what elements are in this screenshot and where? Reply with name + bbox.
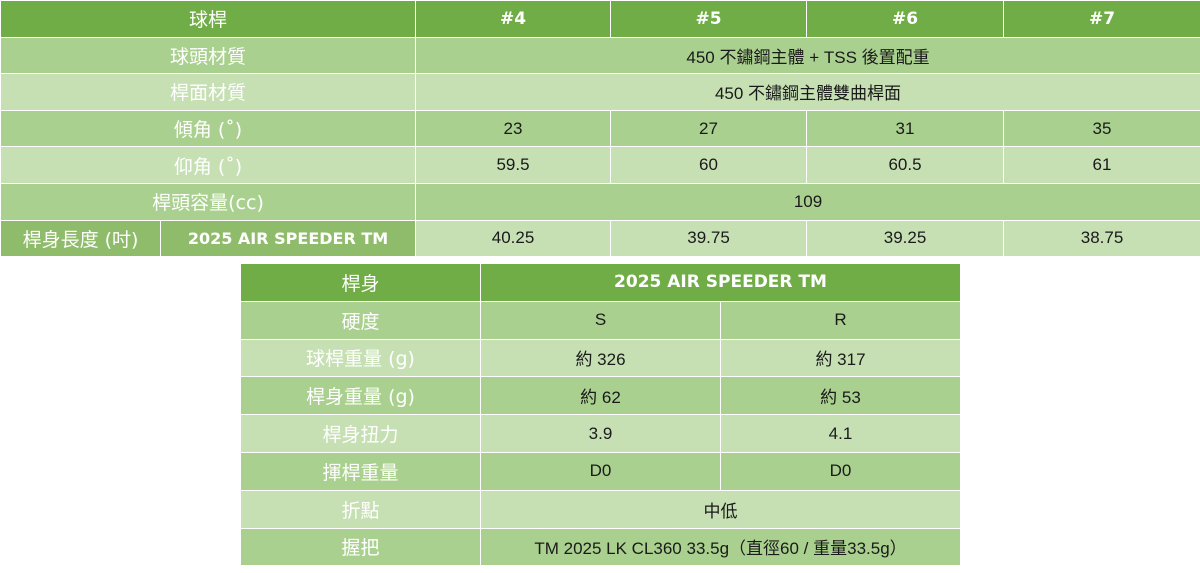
torque-row: 桿身扭力 3.9 4.1 [240,414,961,453]
spec-header-row: 球桿 #4 #5 #6 #7 [0,0,1200,38]
loft-label: 傾角 (˚) [0,109,417,148]
shaft-header-value: 2025 AIR SPEEDER TM [480,263,961,302]
model-5: #5 [610,0,808,38]
loft-value: 31 [806,109,1005,148]
club-weight-value: 約 317 [720,338,961,378]
shaft-weight-row: 桿身重量 (g) 約 62 約 53 [240,376,961,416]
lie-value: 60 [610,146,808,184]
club-weight-row: 球桿重量 (g) 約 326 約 317 [240,338,961,378]
head-material-row: 球頭材質 450 不鏽鋼主體 + TSS 後置配重 [0,36,1200,75]
lie-value: 59.5 [415,146,612,184]
volume-value: 109 [415,182,1200,221]
spec-table: 球桿 #4 #5 #6 #7 球頭材質 450 不鏽鋼主體 + TSS 後置配重… [0,0,1200,258]
lie-value: 60.5 [806,146,1005,184]
torque-label: 桿身扭力 [240,414,481,453]
loft-row: 傾角 (˚) 23 27 31 35 [0,109,1200,148]
flex-row: 硬度 S R [240,300,961,340]
grip-label: 握把 [240,527,481,567]
loft-value: 23 [415,109,612,148]
swing-weight-value: D0 [720,451,961,491]
shaft-weight-label: 桿身重量 (g) [240,376,481,416]
shaft-header-label: 桿身 [240,263,481,302]
volume-label: 桿頭容量(cc) [0,182,417,221]
spec-header-label: 球桿 [0,0,417,38]
flex-label: 硬度 [240,300,481,340]
kick-point-value: 中低 [480,489,961,529]
length-value: 39.25 [806,219,1005,258]
kick-point-row: 折點 中低 [240,489,961,529]
length-label: 桿身長度 (吋) [0,219,161,258]
loft-value: 35 [1003,109,1200,148]
model-6: #6 [806,0,1005,38]
face-material-value: 450 不鏽鋼主體雙曲桿面 [415,73,1200,111]
grip-value: TM 2025 LK CL360 33.5g（直徑60 / 重量33.5g） [480,527,961,567]
flex-value: R [720,300,961,340]
shaft-table: 桿身 2025 AIR SPEEDER TM 硬度 S R 球桿重量 (g) 約… [240,263,961,567]
volume-row: 桿頭容量(cc) 109 [0,182,1200,221]
length-value: 39.75 [610,219,808,258]
head-material-value: 450 不鏽鋼主體 + TSS 後置配重 [415,36,1200,75]
model-4: #4 [415,0,612,38]
shaft-weight-value: 約 62 [480,376,721,416]
length-shaft: 2025 AIR SPEEDER TM [159,219,417,258]
flex-value: S [480,300,721,340]
loft-value: 27 [610,109,808,148]
head-material-label: 球頭材質 [0,36,417,75]
face-material-label: 桿面材質 [0,73,417,111]
face-material-row: 桿面材質 450 不鏽鋼主體雙曲桿面 [0,73,1200,111]
club-weight-label: 球桿重量 (g) [240,338,481,378]
length-value: 40.25 [415,219,612,258]
shaft-weight-value: 約 53 [720,376,961,416]
length-row: 桿身長度 (吋) 2025 AIR SPEEDER TM 40.25 39.75… [0,219,1200,258]
swing-weight-row: 揮桿重量 D0 D0 [240,451,961,491]
torque-value: 4.1 [720,414,961,453]
torque-value: 3.9 [480,414,721,453]
shaft-header-row: 桿身 2025 AIR SPEEDER TM [240,263,961,302]
swing-weight-label: 揮桿重量 [240,451,481,491]
club-weight-value: 約 326 [480,338,721,378]
kick-point-label: 折點 [240,489,481,529]
lie-row: 仰角 (˚) 59.5 60 60.5 61 [0,146,1200,184]
lie-label: 仰角 (˚) [0,146,417,184]
swing-weight-value: D0 [480,451,721,491]
grip-row: 握把 TM 2025 LK CL360 33.5g（直徑60 / 重量33.5g… [240,527,961,567]
length-value: 38.75 [1003,219,1200,258]
lie-value: 61 [1003,146,1200,184]
model-7: #7 [1003,0,1200,38]
